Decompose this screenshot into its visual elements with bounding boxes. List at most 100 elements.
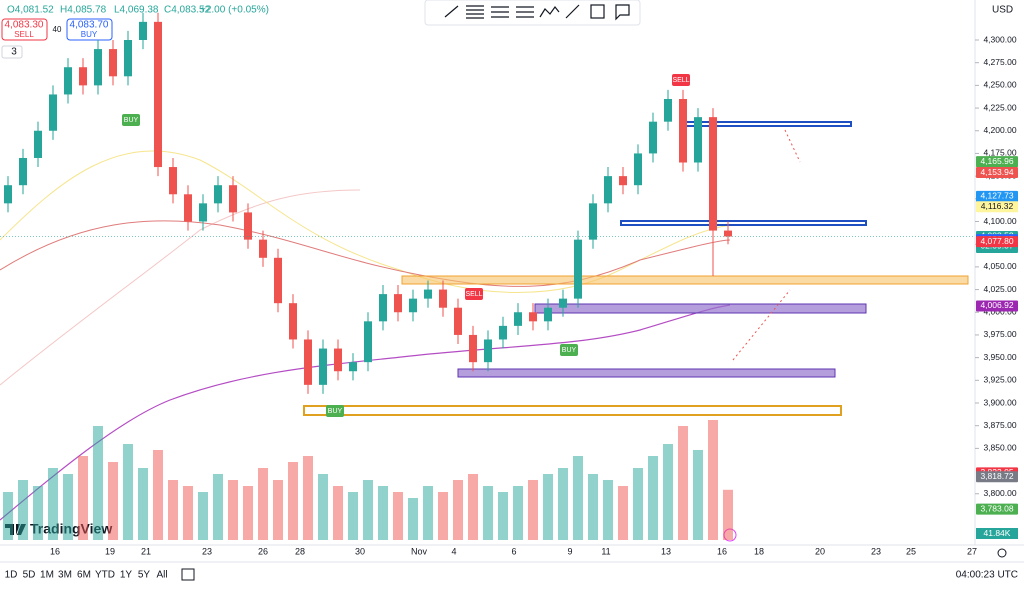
zone: [682, 121, 852, 127]
x-tick-label: 18: [754, 546, 764, 556]
signal-label: BUY: [562, 347, 577, 354]
ma-line: [0, 150, 731, 293]
x-tick-label: 25: [906, 546, 916, 556]
volume-bar: [228, 480, 238, 540]
sell-button[interactable]: [1, 18, 48, 41]
price-tag-label: 4,165.96: [980, 156, 1013, 166]
price-tag-label: 4,006.92: [980, 300, 1013, 310]
ma-line: [0, 220, 731, 287]
candle-body: [79, 67, 87, 86]
tool-channel[interactable]: [491, 6, 509, 18]
candle-body: [229, 185, 237, 213]
candle-body: [604, 176, 612, 204]
price-tag-label: 4,153.94: [980, 167, 1013, 177]
tool-parallel[interactable]: [516, 6, 534, 18]
tool-note[interactable]: [615, 4, 630, 21]
x-tick-label: 23: [871, 546, 881, 556]
x-tick-label: 26: [258, 546, 268, 556]
signal-label: SELL: [465, 291, 482, 298]
volume-bar: [378, 486, 388, 540]
signal-badge: [326, 405, 344, 417]
candle-body: [34, 130, 42, 158]
volume-bar: [258, 468, 268, 540]
candle-body: [109, 49, 117, 77]
volume-bar: [513, 486, 523, 540]
range-button[interactable]: 1M: [40, 570, 54, 581]
volume-bar: [543, 474, 553, 540]
range-button[interactable]: YTD: [95, 570, 115, 581]
candle-body: [49, 94, 57, 131]
volume-bar: [213, 474, 223, 540]
range-button[interactable]: 5D: [23, 570, 36, 581]
projection: [784, 129, 801, 163]
x-tick-label: 16: [50, 546, 60, 556]
signal-label: BUY: [124, 117, 139, 124]
zone: [457, 368, 836, 378]
range-button[interactable]: 3M: [58, 570, 72, 581]
candle-body: [259, 239, 267, 258]
price-tag-label: 4,116.32: [981, 201, 1014, 211]
candle-body: [424, 289, 432, 299]
price-tag-label: 4,077.80: [980, 236, 1013, 246]
volume-bar: [663, 444, 673, 540]
y-tick-label: 3,900.00: [983, 397, 1016, 407]
settings-icon[interactable]: [997, 548, 1007, 558]
candle-body: [709, 117, 717, 231]
tool-rectangle[interactable]: [590, 4, 605, 19]
price-tag-label: 3,818.72: [980, 471, 1013, 481]
price-tag: [976, 156, 1018, 168]
tool-trendline[interactable]: [444, 5, 459, 18]
signal-label: BUY: [328, 408, 343, 415]
price-tag: [976, 471, 1018, 483]
x-tick-label: 4: [451, 546, 456, 556]
date-range-icon[interactable]: [181, 568, 195, 581]
volume-bar: [483, 486, 493, 540]
volume-bar: [588, 474, 598, 540]
currency[interactable]: USD: [992, 5, 1013, 16]
candle-body: [529, 312, 537, 322]
x-tick-label: 27: [967, 546, 977, 556]
x-tick-label: 13: [661, 546, 671, 556]
candle-body: [124, 40, 132, 77]
volume-bar: [18, 480, 28, 540]
volume-bar: [3, 492, 13, 540]
projection: [732, 289, 791, 361]
clock: 04:00:23 UTC: [956, 570, 1018, 581]
range-button[interactable]: 1Y: [120, 570, 133, 581]
tool-fib[interactable]: [466, 5, 484, 19]
candle-body: [304, 339, 312, 385]
volume-bar: [438, 492, 448, 540]
ohlc-open: O4,081.52: [7, 5, 54, 16]
y-tick-label: 4,050.00: [983, 261, 1016, 271]
volume-bar: [468, 474, 478, 540]
ohlc-close: C4,083.52: [164, 5, 211, 16]
zone: [303, 405, 842, 416]
signal-badge: [560, 344, 578, 356]
candle-body: [514, 312, 522, 326]
x-tick-label: 21: [141, 546, 151, 556]
range-button[interactable]: 5Y: [138, 570, 151, 581]
tool-pattern[interactable]: [539, 6, 560, 18]
price-tag: [976, 503, 1018, 515]
buy-button[interactable]: [66, 18, 113, 41]
range-button[interactable]: All: [156, 570, 167, 581]
x-tick-label: Nov: [411, 546, 428, 556]
y-tick-label: 3,925.00: [983, 375, 1016, 385]
volume-bar: [198, 492, 208, 540]
candle-body: [289, 303, 297, 340]
signal-badge: [122, 114, 140, 126]
tool-brush[interactable]: [565, 4, 580, 19]
candle-body: [619, 176, 627, 186]
candle-body: [274, 257, 282, 304]
volume-bar: [78, 456, 88, 540]
signal-label: SELL: [672, 77, 689, 84]
candle-body: [379, 294, 387, 322]
range-button[interactable]: 6M: [77, 570, 91, 581]
y-tick-label: 3,875.00: [983, 420, 1016, 430]
indicator-toggle[interactable]: [1, 45, 23, 59]
price-tag: [976, 300, 1018, 312]
change: +2.00 (+0.05%): [200, 5, 269, 16]
range-button[interactable]: 1D: [5, 570, 18, 581]
candle-body: [469, 334, 477, 363]
candle-body: [349, 362, 357, 372]
